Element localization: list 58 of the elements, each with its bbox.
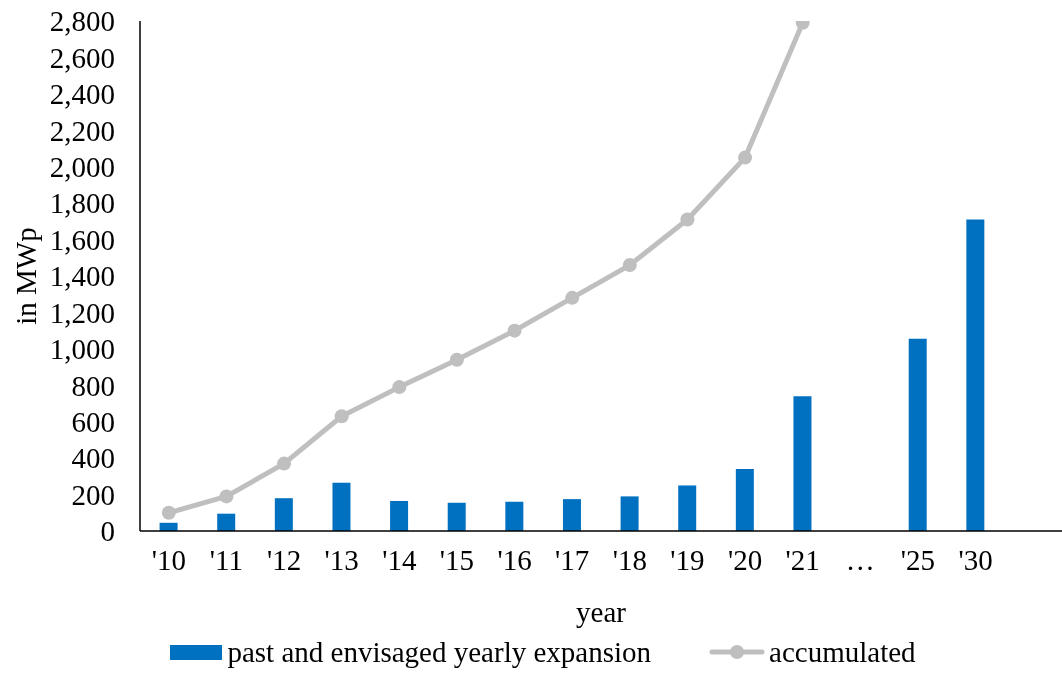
point	[161, 505, 176, 520]
y-tick-label: 2,400	[49, 78, 115, 111]
point	[277, 456, 292, 471]
y-tick-label: 400	[71, 442, 115, 475]
bar	[735, 469, 754, 531]
bar	[217, 513, 236, 531]
bar	[562, 499, 581, 531]
bar	[505, 501, 524, 531]
x-tick-label: '19	[670, 543, 705, 576]
x-tick-label: '25	[900, 543, 936, 576]
y-tick-label: 2,600	[49, 41, 115, 74]
bar	[447, 502, 466, 531]
x-tick-label: …	[845, 543, 875, 576]
x-axis-title: year	[576, 596, 627, 628]
bar	[274, 498, 293, 531]
y-tick-label: 0	[100, 515, 115, 548]
x-tick-label: '21	[785, 543, 820, 576]
legend-label: accumulated	[769, 635, 916, 669]
y-tick-label: 1,200	[49, 296, 115, 329]
point	[565, 290, 580, 305]
y-tick-label: 2,000	[49, 151, 115, 184]
bar	[332, 482, 351, 531]
y-tick-label: 1,400	[49, 260, 115, 293]
y-tick-label: 1,800	[49, 187, 115, 220]
point	[507, 323, 522, 338]
x-tick-label: '14	[382, 543, 417, 576]
x-tick-label: '10	[151, 543, 186, 576]
bar	[678, 485, 697, 531]
y-tick-label: 600	[71, 406, 115, 439]
x-tick-label: '20	[727, 543, 763, 576]
y-tick-label: 1,600	[49, 223, 115, 256]
x-tick-label: '15	[439, 543, 475, 576]
point	[219, 489, 234, 504]
y-tick-label: 800	[71, 369, 115, 402]
x-tick-label: '16	[497, 543, 532, 576]
y-tick-label: 1,000	[49, 333, 115, 366]
y-tick-label: 2,800	[49, 5, 115, 38]
x-tick-label: '17	[555, 543, 590, 576]
x-tick-label: '18	[612, 543, 647, 576]
legend-label: past and envisaged yearly expansion	[227, 635, 652, 669]
x-tick-label: '13	[324, 543, 359, 576]
bar	[620, 496, 639, 531]
point	[622, 258, 637, 273]
point	[449, 352, 464, 367]
bar	[908, 338, 927, 531]
x-tick-label: '12	[266, 543, 302, 576]
point	[738, 150, 753, 165]
x-tick-label: '11	[209, 543, 244, 576]
bar	[966, 219, 985, 531]
y-tick-label: 200	[71, 478, 115, 511]
point	[334, 409, 349, 424]
y-axis-title: in MWp	[10, 227, 42, 325]
bar	[793, 396, 812, 531]
x-tick-label: '30	[958, 543, 993, 576]
point	[392, 380, 407, 395]
bar	[390, 500, 409, 531]
point	[680, 212, 695, 227]
y-tick-label: 2,200	[49, 114, 115, 147]
